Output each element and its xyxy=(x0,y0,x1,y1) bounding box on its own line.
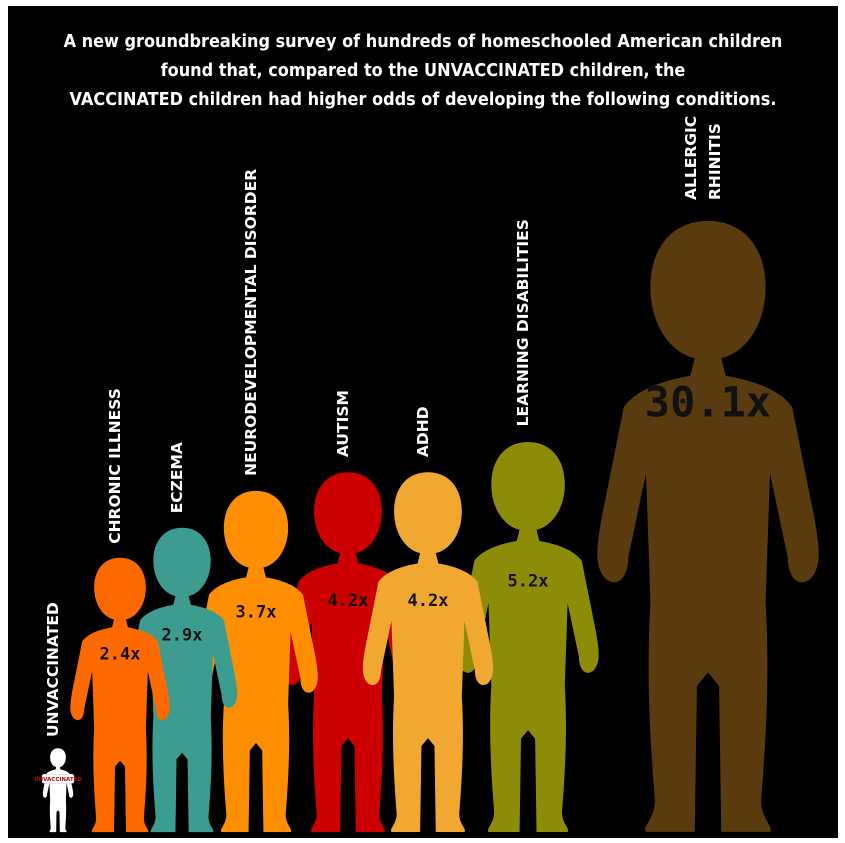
headline: A new groundbreaking survey of hundreds … xyxy=(41,28,805,115)
unvaccinated-badge xyxy=(41,773,75,784)
value-label-chronic-illness: 2.4x xyxy=(100,645,141,665)
headline-line-3: VACCINATED children had higher odds of d… xyxy=(69,90,777,110)
silhouette-eczema xyxy=(126,527,238,833)
silhouette-learning-disabilities xyxy=(457,442,599,833)
child-neurodevelopmental-disorder: 3.7x xyxy=(194,490,318,832)
headline-line-1: A new groundbreaking survey of hundreds … xyxy=(63,32,783,52)
silhouette-neurodevelopmental-disorder xyxy=(194,490,318,832)
condition-label-unvaccinated: UNVACCINATED xyxy=(44,602,62,737)
condition-label-allergic-rhinitis-1: ALLERGIC xyxy=(682,116,700,200)
condition-label-autism: AUTISM xyxy=(334,390,352,457)
child-allergic-rhinitis: 30.1x xyxy=(597,220,819,832)
value-label-learning-disabilities: 5.2x xyxy=(508,572,549,592)
silhouette-allergic-rhinitis xyxy=(597,220,819,832)
condition-label-learning-disabilities: LEARNING DISABILITIES xyxy=(514,219,532,426)
silhouette-chronic-illness xyxy=(70,557,170,833)
silhouette-autism xyxy=(282,472,414,832)
condition-label-neurodevelopmental-disorder: NEURODEVELOPMENTAL DISORDER xyxy=(242,169,260,476)
value-label-eczema: 2.9x xyxy=(162,626,203,646)
condition-label-allergic-rhinitis-2: RHINITIS xyxy=(706,123,724,200)
condition-label-chronic-illness: CHRONIC ILLNESS xyxy=(106,388,124,544)
value-label-neurodevelopmental-disorder: 3.7x xyxy=(236,602,277,622)
child-learning-disabilities: 5.2x xyxy=(457,442,599,833)
child-unvaccinated: UNVACCINATED xyxy=(34,748,82,833)
value-label-allergic-rhinitis: 30.1x xyxy=(645,378,771,427)
unvaccinated-badge-text: UNVACCINATED xyxy=(34,777,82,783)
child-chronic-illness: 2.4x xyxy=(70,557,170,833)
children-silhouette-chart: 30.1x ALLERGIC RHINITIS 5.2x LEARNING DISABI… xyxy=(34,116,819,833)
child-eczema: 2.9x xyxy=(126,527,238,833)
condition-label-adhd: ADHD xyxy=(414,406,432,457)
child-adhd: 4.2x xyxy=(362,472,494,832)
infographic: A new groundbreaking survey of hundreds … xyxy=(8,6,838,838)
headline-line-2: found that, compared to the UNVACCINATED… xyxy=(160,61,686,81)
silhouette-unvaccinated xyxy=(42,748,74,833)
child-autism: 4.2x xyxy=(282,472,414,832)
value-label-adhd: 4.2x xyxy=(408,591,449,611)
silhouette-adhd xyxy=(362,472,494,832)
condition-label-eczema: ECZEMA xyxy=(168,442,186,513)
value-label-autism: 4.2x xyxy=(328,591,369,611)
